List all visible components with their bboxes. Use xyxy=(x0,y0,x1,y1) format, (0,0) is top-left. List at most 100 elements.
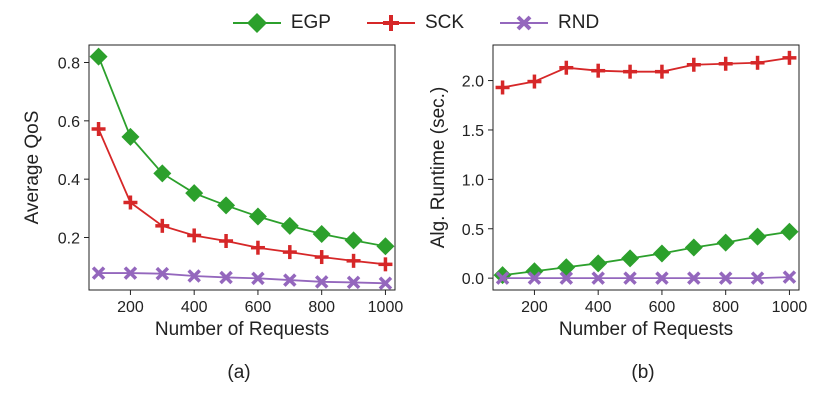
y-tick-label-a: 0.4 xyxy=(58,172,80,189)
data-point-sck-a xyxy=(378,257,393,272)
data-point-egp-a xyxy=(248,207,267,226)
x-marker-icon xyxy=(500,15,549,31)
data-point-sck-b xyxy=(591,63,606,78)
y-tick-label-a: 0.8 xyxy=(58,56,80,73)
data-point-rnd-b xyxy=(623,271,637,285)
data-point-rnd-a xyxy=(251,271,265,286)
data-point-sck-a xyxy=(155,218,170,233)
x-tick-label-a: 600 xyxy=(245,299,272,316)
x-tick-label-b: 400 xyxy=(585,299,612,316)
data-point-sck-b xyxy=(527,74,542,89)
data-point-egp-a xyxy=(89,47,108,66)
data-point-egp-b xyxy=(621,249,640,268)
caption-b: (b) xyxy=(631,362,655,383)
data-point-rnd-a xyxy=(378,276,393,291)
data-point-sck-b xyxy=(718,56,733,71)
legend-label-rnd: RND xyxy=(558,12,600,33)
data-point-rnd-a xyxy=(283,273,297,287)
data-point-egp-b xyxy=(684,238,703,257)
data-point-rnd-a xyxy=(187,269,201,283)
data-point-egp-b xyxy=(652,244,671,263)
plus-marker-icon xyxy=(366,15,415,31)
data-point-egp-b xyxy=(589,254,608,273)
legend: EGP SCK RND xyxy=(0,6,830,40)
data-point-egp-b xyxy=(748,227,767,246)
data-point-rnd-b xyxy=(655,271,669,285)
data-point-sck-b xyxy=(654,64,669,79)
data-point-sck-a xyxy=(219,234,234,248)
legend-item-egp: EGP xyxy=(231,12,331,34)
data-point-rnd-b xyxy=(782,270,797,284)
data-point-egp-a xyxy=(344,231,363,250)
data-point-sck-b xyxy=(559,60,574,75)
x-tick-label-a: 400 xyxy=(181,299,208,316)
data-point-rnd-b xyxy=(687,271,701,285)
series-line-sck-b xyxy=(502,56,790,89)
data-point-sck-a xyxy=(123,195,138,210)
y-tick-label-b: 1.0 xyxy=(462,172,484,189)
legend-item-rnd: RND xyxy=(498,12,599,34)
data-point-rnd-a xyxy=(314,275,329,289)
y-tick-label-b: 1.5 xyxy=(462,123,484,140)
legend-label-egp: EGP xyxy=(290,12,331,33)
y-axis-label-a: Average QoS xyxy=(22,111,43,225)
data-point-egp-a xyxy=(376,237,395,256)
x-tick-label-a: 800 xyxy=(308,299,335,316)
data-point-rnd-b xyxy=(591,271,605,285)
data-point-rnd-b xyxy=(527,271,542,285)
series-line-rnd-a xyxy=(98,272,386,285)
legend-item-sck: SCK xyxy=(365,12,464,34)
series-line-rnd-b xyxy=(502,276,790,280)
x-tick-label-b: 1000 xyxy=(772,299,808,316)
data-point-sck-a xyxy=(282,245,297,260)
x-tick-label-b: 200 xyxy=(521,299,548,316)
x-tick-label-b: 800 xyxy=(712,299,739,316)
y-tick-label-b: 2.0 xyxy=(462,74,484,91)
data-point-rnd-b xyxy=(559,271,574,285)
data-point-rnd-a xyxy=(346,275,361,290)
data-point-rnd-a xyxy=(123,266,138,280)
data-point-sck-a xyxy=(314,250,329,265)
x-tick-label-b: 600 xyxy=(649,299,676,316)
data-point-sck-b xyxy=(623,64,638,79)
data-point-egp-a xyxy=(121,127,140,146)
data-point-egp-a xyxy=(185,184,204,203)
data-point-sck-a xyxy=(346,253,361,268)
diamond-marker-icon xyxy=(232,13,281,33)
data-point-sck-b xyxy=(686,57,701,72)
series-line-egp-a xyxy=(97,56,386,248)
data-point-rnd-b xyxy=(718,271,733,285)
data-point-egp-a xyxy=(312,225,331,243)
data-point-sck-b xyxy=(495,80,510,95)
series-line-egp-b xyxy=(502,230,790,277)
series-line-sck-a xyxy=(97,128,386,266)
x-axis-label-b: Number of Requests xyxy=(559,319,733,340)
data-point-egp-a xyxy=(217,196,236,215)
x-axis-label-a: Number of Requests xyxy=(155,319,329,340)
data-point-egp-a xyxy=(280,216,299,235)
y-tick-label-a: 0.6 xyxy=(58,114,80,131)
y-axis-label-b: Alg. Runtime (sec.) xyxy=(428,87,449,249)
x-tick-label-a: 1000 xyxy=(368,299,404,316)
data-point-rnd-a xyxy=(155,266,170,281)
plot-frame-b xyxy=(492,44,800,291)
y-tick-label-b: 0.0 xyxy=(462,271,484,288)
data-point-rnd-b xyxy=(750,271,765,285)
plot-frame-a xyxy=(88,44,396,291)
data-point-rnd-a xyxy=(91,266,106,280)
data-point-sck-b xyxy=(750,55,765,70)
data-point-egp-a xyxy=(153,164,172,183)
x-tick-label-a: 200 xyxy=(117,299,144,316)
data-point-egp-b xyxy=(493,266,512,285)
caption-a: (a) xyxy=(227,362,251,383)
data-point-sck-a xyxy=(91,122,106,136)
y-tick-label-b: 0.5 xyxy=(462,222,484,239)
legend-label-sck: SCK xyxy=(424,12,465,33)
data-point-sck-a xyxy=(250,240,265,255)
data-point-rnd-a xyxy=(219,270,233,285)
data-point-egp-b xyxy=(716,233,735,252)
data-point-sck-b xyxy=(782,50,797,65)
data-point-sck-a xyxy=(187,228,202,243)
y-tick-label-a: 0.2 xyxy=(58,231,80,248)
